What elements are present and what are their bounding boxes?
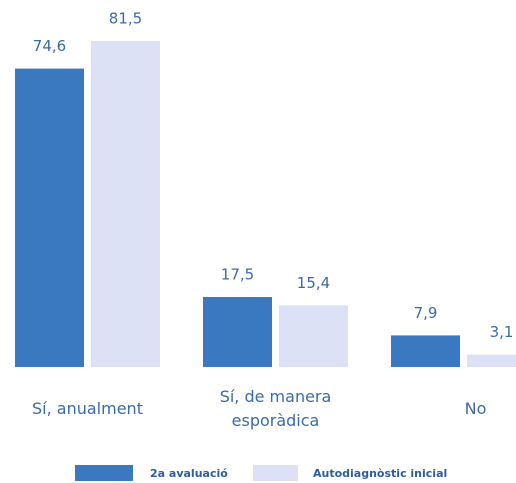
bar bbox=[391, 335, 460, 367]
legend-swatch bbox=[75, 465, 133, 481]
bar bbox=[279, 305, 348, 367]
value-label: 3,1 bbox=[490, 323, 514, 341]
bar bbox=[467, 354, 516, 367]
bar bbox=[203, 297, 272, 367]
category-label: No bbox=[464, 399, 487, 418]
bar bbox=[15, 68, 84, 367]
legend-label: 2a avaluació bbox=[150, 467, 228, 480]
value-label: 17,5 bbox=[221, 266, 254, 284]
value-label: 74,6 bbox=[33, 37, 66, 55]
value-label: 81,5 bbox=[109, 10, 142, 28]
category-label: Sí, anualment bbox=[32, 399, 143, 418]
bar bbox=[91, 41, 160, 367]
value-label: 7,9 bbox=[414, 304, 438, 322]
legend-label: Autodiagnòstic inicial bbox=[313, 467, 447, 480]
category-label: Sí, de manera esporàdica bbox=[219, 387, 332, 430]
legend-swatch bbox=[253, 465, 298, 481]
value-label: 15,4 bbox=[297, 274, 330, 292]
